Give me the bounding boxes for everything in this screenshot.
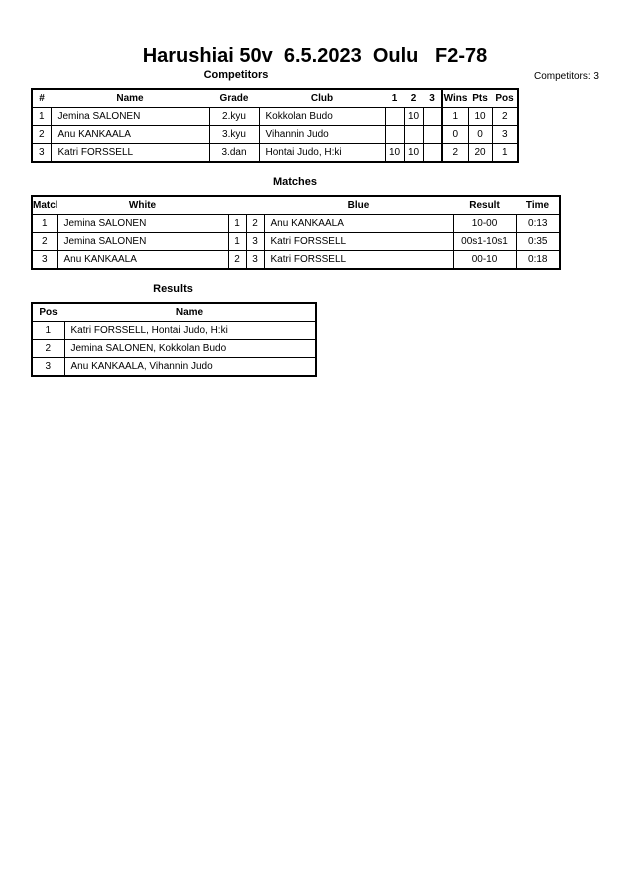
cell: 10-00 bbox=[452, 214, 517, 233]
cell: 0 bbox=[441, 125, 469, 144]
col-header: Pos bbox=[32, 302, 64, 322]
col-header: Pos bbox=[492, 88, 518, 108]
col-header: 2 bbox=[404, 88, 423, 108]
cell: 10 bbox=[384, 143, 405, 163]
competitors-heading: Competitors bbox=[203, 69, 269, 81]
col-header bbox=[228, 195, 246, 215]
col-header: Pts bbox=[468, 88, 492, 108]
cell: Hontai Judo, H:ki bbox=[258, 143, 386, 163]
cell: 1 bbox=[31, 321, 65, 340]
cell bbox=[384, 107, 405, 126]
cell: Kokkolan Budo bbox=[258, 107, 386, 126]
col-header: Grade bbox=[209, 88, 259, 108]
cell bbox=[384, 125, 405, 144]
cell: 3 bbox=[245, 250, 265, 270]
cell: 2 bbox=[31, 232, 58, 251]
cell: 3 bbox=[31, 357, 65, 377]
col-header: 3 bbox=[423, 88, 442, 108]
col-header: Name bbox=[51, 88, 209, 108]
cell: 1 bbox=[491, 143, 519, 163]
cell: Katri FORSSELL bbox=[263, 232, 454, 251]
cell: 2 bbox=[227, 250, 247, 270]
cell bbox=[403, 125, 424, 144]
matches-heading: Matches bbox=[272, 176, 318, 188]
cell: 1 bbox=[441, 107, 469, 126]
col-header: Club bbox=[259, 88, 385, 108]
col-header: Match bbox=[32, 195, 57, 215]
table-row: 2 Anu KANKAALA 3.kyu Vihannin Judo 0 0 3 bbox=[31, 125, 519, 144]
table-row: 3 Anu KANKAALA 2 3 Katri FORSSELL 00-10 0:18 bbox=[31, 250, 561, 270]
cell: 10 bbox=[403, 143, 424, 163]
cell: 2 bbox=[491, 107, 519, 126]
cell: Katri FORSSELL, Hontai Judo, H:ki bbox=[63, 321, 317, 340]
cell: 3 bbox=[31, 250, 58, 270]
col-header: Name bbox=[64, 302, 316, 322]
col-header: White bbox=[57, 195, 228, 215]
results-table: Pos Name 1 Katri FORSSELL, Hontai Judo, H… bbox=[31, 302, 317, 377]
cell: 0 bbox=[467, 125, 493, 144]
cell: 0:18 bbox=[515, 250, 561, 270]
cell: 1 bbox=[31, 107, 52, 126]
cell: Katri FORSSELL bbox=[50, 143, 210, 163]
cell: 1 bbox=[227, 214, 247, 233]
table-row: 3 Anu KANKAALA, Vihannin Judo bbox=[31, 357, 317, 377]
col-header: 1 bbox=[385, 88, 404, 108]
col-header: # bbox=[32, 88, 51, 108]
col-header: Time bbox=[516, 195, 560, 215]
cell: 2 bbox=[441, 143, 469, 163]
cell: 0:13 bbox=[515, 214, 561, 233]
cell: 2.kyu bbox=[208, 107, 260, 126]
cell: Jemina SALONEN, Kokkolan Budo bbox=[63, 339, 317, 358]
table-row: 2 Jemina SALONEN 1 3 Katri FORSSELL 00s1-10s1… bbox=[31, 232, 561, 251]
cell: Jemina SALONEN bbox=[50, 107, 210, 126]
cell: 10 bbox=[467, 107, 493, 126]
competitors-count: Competitors: 3 bbox=[533, 71, 599, 82]
table-row: 2 Jemina SALONEN, Kokkolan Budo bbox=[31, 339, 317, 358]
cell: Anu KANKAALA bbox=[56, 250, 229, 270]
table-row: 1 Jemina SALONEN 1 2 Anu KANKAALA 10-00 0:13 bbox=[31, 214, 561, 233]
col-header: Result bbox=[453, 195, 516, 215]
cell: 3.dan bbox=[208, 143, 260, 163]
cell: 00s1-10s1 bbox=[452, 232, 517, 251]
cell: Katri FORSSELL bbox=[263, 250, 454, 270]
cell: Anu KANKAALA, Vihannin Judo bbox=[63, 357, 317, 377]
cell: 3 bbox=[245, 232, 265, 251]
cell bbox=[422, 107, 443, 126]
cell: 2 bbox=[31, 339, 65, 358]
cell: 3 bbox=[491, 125, 519, 144]
cell: 1 bbox=[31, 214, 58, 233]
cell: Jemina SALONEN bbox=[56, 214, 229, 233]
header-row: Pos Name bbox=[32, 302, 316, 322]
results-heading: Results bbox=[153, 283, 193, 295]
cell: Anu KANKAALA bbox=[263, 214, 454, 233]
col-header: Wins bbox=[441, 88, 468, 108]
cell: 1 bbox=[227, 232, 247, 251]
cell: Vihannin Judo bbox=[258, 125, 386, 144]
col-header bbox=[246, 195, 264, 215]
cell: 2 bbox=[245, 214, 265, 233]
competitors-table: # Name Grade Club 1 2 3 Wins Pts Pos 1 Je… bbox=[31, 88, 519, 163]
header-row: # Name Grade Club 1 2 3 Wins Pts Pos bbox=[32, 88, 518, 108]
cell: 3.kyu bbox=[208, 125, 260, 144]
cell: 20 bbox=[467, 143, 493, 163]
cell bbox=[422, 143, 443, 163]
table-row: 1 Katri FORSSELL, Hontai Judo, H:ki bbox=[31, 321, 317, 340]
table-row: 3 Katri FORSSELL 3.dan Hontai Judo, H:ki 10 1… bbox=[31, 143, 519, 163]
cell bbox=[422, 125, 443, 144]
cell: Anu KANKAALA bbox=[50, 125, 210, 144]
page-title: Harushiai 50v 6.5.2023 Oulu F2-78 bbox=[142, 45, 488, 67]
cell: Jemina SALONEN bbox=[56, 232, 229, 251]
col-header: Blue bbox=[264, 195, 453, 215]
cell: 10 bbox=[403, 107, 424, 126]
header-row: Match White Blue Result Time bbox=[32, 195, 560, 215]
cell: 2 bbox=[31, 125, 52, 144]
table-row: 1 Jemina SALONEN 2.kyu Kokkolan Budo 10 1 10 2 bbox=[31, 107, 519, 126]
cell: 3 bbox=[31, 143, 52, 163]
cell: 00-10 bbox=[452, 250, 517, 270]
cell: 0:35 bbox=[515, 232, 561, 251]
